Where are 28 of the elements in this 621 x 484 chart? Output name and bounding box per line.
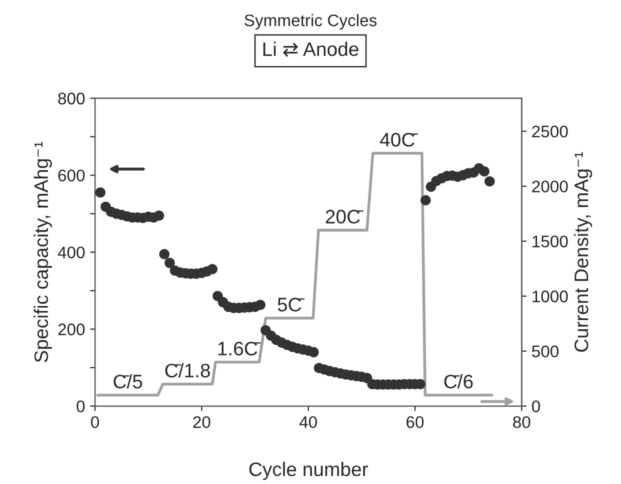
x-tick-label: 60 (406, 416, 424, 428)
annotation: C̄/5 (114, 374, 142, 388)
annotation: C̄/6 (444, 374, 473, 388)
annotation: 5C̄ (278, 298, 304, 312)
chart-title: Symmetric Cycles (244, 14, 377, 30)
annotation: 1.6C̄ (218, 342, 261, 356)
y-axis-title: Specific capacity, mAhg⁻¹ (34, 142, 52, 362)
x-tick-label: 40 (299, 416, 317, 428)
y2-tick-label: 2500 (532, 126, 568, 138)
y2-axis-title: Current Density, mAg⁻¹ (574, 152, 592, 352)
annotation: C̄/1.8 (165, 363, 210, 378)
y2-tick-label: 2000 (532, 180, 568, 192)
y2-tick-label: 0 (532, 400, 540, 412)
x-axis-title: Cycle number (249, 462, 368, 480)
y-tick-label: 800 (58, 92, 85, 104)
y-tick-label: 600 (58, 170, 85, 182)
y2-tick-label: 1500 (532, 236, 568, 248)
y2-tick-label: 500 (532, 346, 559, 358)
y-tick-label: 0 (76, 400, 85, 412)
chart-subtitle: Li ⇄ Anode (263, 42, 358, 57)
annotation: 40C̄ (380, 132, 418, 147)
y-tick-label: 200 (58, 324, 85, 336)
x-tick-label: 80 (513, 416, 530, 428)
annotation: 20C̄ (326, 210, 364, 224)
y2-tick-label: 1000 (532, 290, 568, 302)
x-tick-label: 0 (91, 416, 99, 428)
y-tick-label: 400 (58, 246, 85, 258)
x-tick-label: 20 (193, 416, 210, 428)
